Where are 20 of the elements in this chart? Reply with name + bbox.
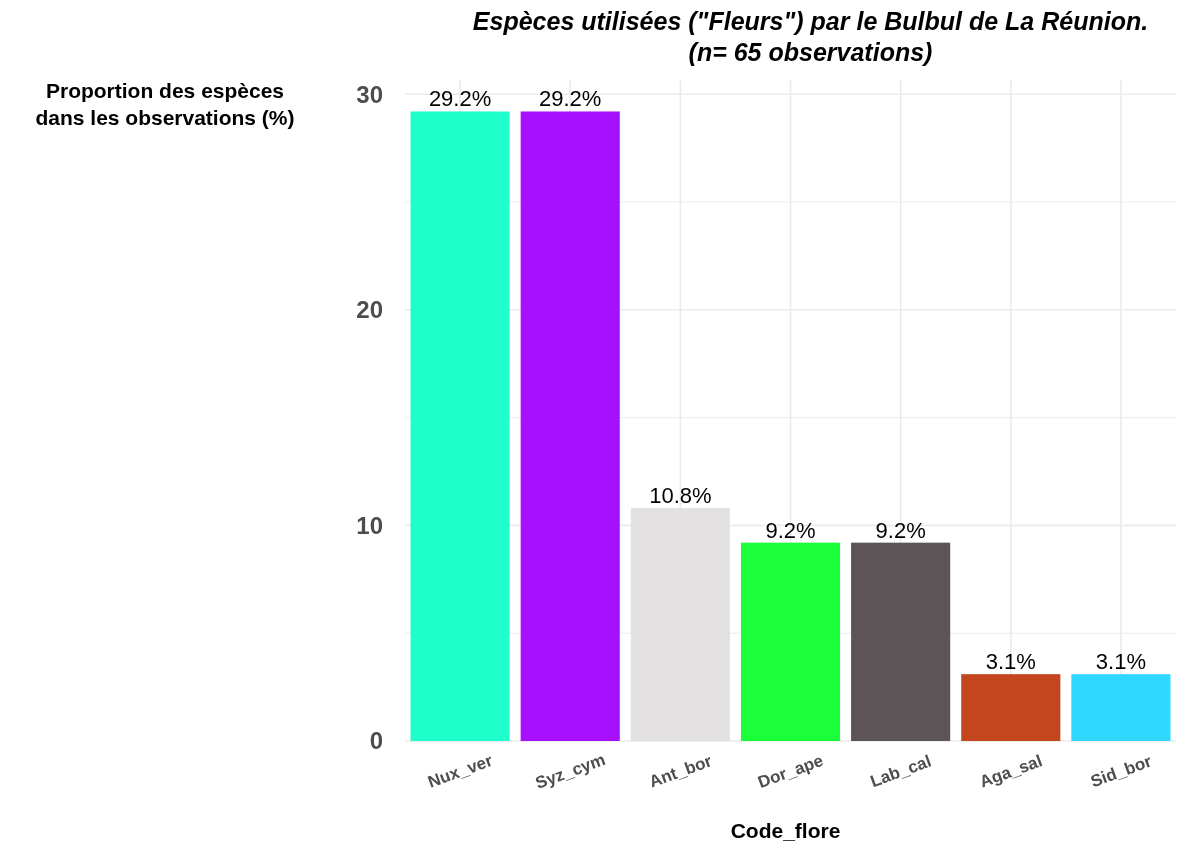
data-label: 3.1% bbox=[985, 649, 1036, 675]
data-label: 29.2% bbox=[428, 86, 492, 112]
y-tick-label: 0 bbox=[369, 727, 383, 755]
y-tick-label: 30 bbox=[356, 80, 383, 108]
y-tick-label: 10 bbox=[356, 511, 383, 539]
bar bbox=[740, 542, 841, 741]
y-axis-title: Proportion des espèces dans les observations (%) bbox=[35, 79, 295, 129]
data-label: 3.1% bbox=[1095, 649, 1147, 675]
data-label: 29.2% bbox=[539, 86, 602, 112]
bar bbox=[1071, 674, 1171, 741]
x-axis-title: Code_flore bbox=[730, 819, 841, 842]
data-label: 9.2% bbox=[875, 517, 926, 543]
y-tick-label: 20 bbox=[356, 296, 383, 324]
bar bbox=[851, 542, 951, 741]
data-label: 10.8% bbox=[649, 483, 712, 509]
bar bbox=[410, 111, 510, 741]
data-label: 9.2% bbox=[765, 517, 816, 543]
chart-title: Espèces utilisées ("Fleurs") par le Bulbul de La Réunion. (n= 65 observations) bbox=[472, 7, 1149, 66]
bar bbox=[961, 674, 1061, 741]
bar bbox=[520, 111, 620, 741]
